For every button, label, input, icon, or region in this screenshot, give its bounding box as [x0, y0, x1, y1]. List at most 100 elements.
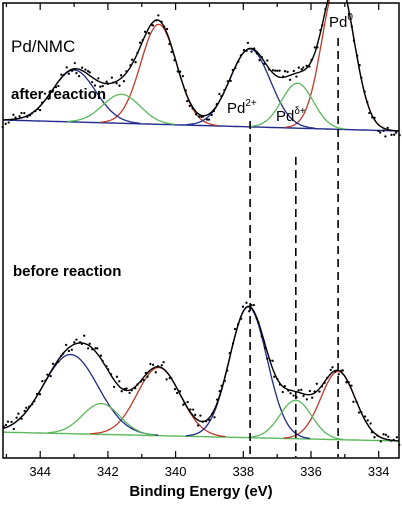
- data-point: [323, 381, 326, 384]
- data-point: [176, 70, 179, 73]
- data-point: [147, 32, 151, 35]
- data-point: [387, 435, 390, 438]
- data-point: [170, 50, 173, 54]
- data-point: [357, 411, 361, 414]
- data-point: [160, 20, 163, 23]
- data-point: [392, 438, 395, 442]
- data-point: [352, 39, 356, 42]
- data-point: [160, 364, 163, 367]
- data-point: [266, 357, 269, 360]
- data-point: [373, 116, 376, 119]
- data-point: [25, 406, 28, 409]
- data-point: [112, 81, 115, 84]
- data-point: [70, 69, 74, 72]
- data-point: [384, 433, 388, 436]
- data-point: [162, 25, 166, 28]
- data-point: [313, 390, 316, 393]
- data-point: [313, 46, 316, 49]
- data-point: [240, 317, 243, 320]
- data-point: [283, 70, 287, 73]
- data-point: [347, 380, 350, 384]
- data-point: [115, 375, 119, 378]
- data-point: [131, 58, 134, 61]
- data-point: [274, 69, 277, 72]
- data-point: [366, 419, 369, 422]
- data-point: [118, 380, 121, 383]
- data-point: [199, 414, 202, 417]
- component-peak: [47, 402, 155, 436]
- data-point: [326, 376, 329, 379]
- data-point: [86, 347, 90, 350]
- data-point: [62, 73, 66, 77]
- data-point: [379, 131, 382, 134]
- data-point: [101, 359, 104, 363]
- data-point: [331, 366, 334, 369]
- data-point: [7, 121, 10, 124]
- data-point: [70, 348, 73, 351]
- data-point: [175, 391, 179, 395]
- data-point: [297, 66, 300, 69]
- data-point: [220, 384, 223, 387]
- data-point: [170, 376, 173, 380]
- peak-label-pddelta: Pdδ+: [276, 106, 306, 125]
- data-point: [201, 420, 205, 423]
- data-point: [75, 71, 78, 75]
- data-point: [179, 70, 182, 73]
- data-point: [229, 79, 232, 83]
- component-peak: [248, 399, 343, 440]
- data-point: [67, 349, 71, 353]
- x-tick-label: 344: [29, 464, 51, 479]
- data-point: [97, 77, 100, 80]
- data-point: [292, 69, 295, 73]
- data-point: [30, 112, 33, 115]
- background-line: [3, 431, 399, 442]
- data-point: [125, 387, 128, 390]
- peak-label-pd2plus: Pd2+: [227, 98, 257, 117]
- data-point: [215, 398, 219, 401]
- data-point: [38, 393, 42, 396]
- data-point: [125, 70, 128, 73]
- data-point: [178, 390, 182, 393]
- data-point: [252, 303, 255, 307]
- data-point: [300, 68, 303, 71]
- data-point: [67, 72, 70, 75]
- data-point: [287, 389, 290, 392]
- data-point: [138, 41, 142, 44]
- data-point: [151, 24, 155, 27]
- data-point: [144, 371, 147, 375]
- data-point: [273, 375, 276, 378]
- data-point: [218, 389, 221, 393]
- data-point: [288, 78, 292, 81]
- data-point: [30, 403, 34, 406]
- data-point: [123, 387, 126, 391]
- data-point: [269, 359, 272, 362]
- data-point: [231, 68, 234, 72]
- data-point: [60, 354, 63, 357]
- data-point: [271, 359, 274, 362]
- data-point: [20, 417, 23, 420]
- data-point: [213, 416, 216, 419]
- data-point: [41, 380, 44, 383]
- data-point: [245, 49, 248, 52]
- data-point: [337, 373, 340, 376]
- data-point: [75, 338, 78, 341]
- data-point: [156, 365, 160, 368]
- data-point: [389, 439, 393, 442]
- data-point: [241, 305, 245, 308]
- data-point: [210, 412, 214, 416]
- data-point: [129, 64, 132, 67]
- data-point: [119, 74, 123, 77]
- data-point: [250, 50, 253, 53]
- data-point: [341, 369, 344, 372]
- data-point: [194, 413, 197, 417]
- data-point: [73, 61, 76, 65]
- data-point: [130, 389, 133, 392]
- data-point: [17, 412, 20, 415]
- data-point: [149, 362, 152, 366]
- x-tick-label: 336: [300, 464, 322, 479]
- data-point: [88, 342, 91, 345]
- data-point: [255, 317, 258, 320]
- data-point: [83, 334, 86, 337]
- data-point: [295, 75, 298, 78]
